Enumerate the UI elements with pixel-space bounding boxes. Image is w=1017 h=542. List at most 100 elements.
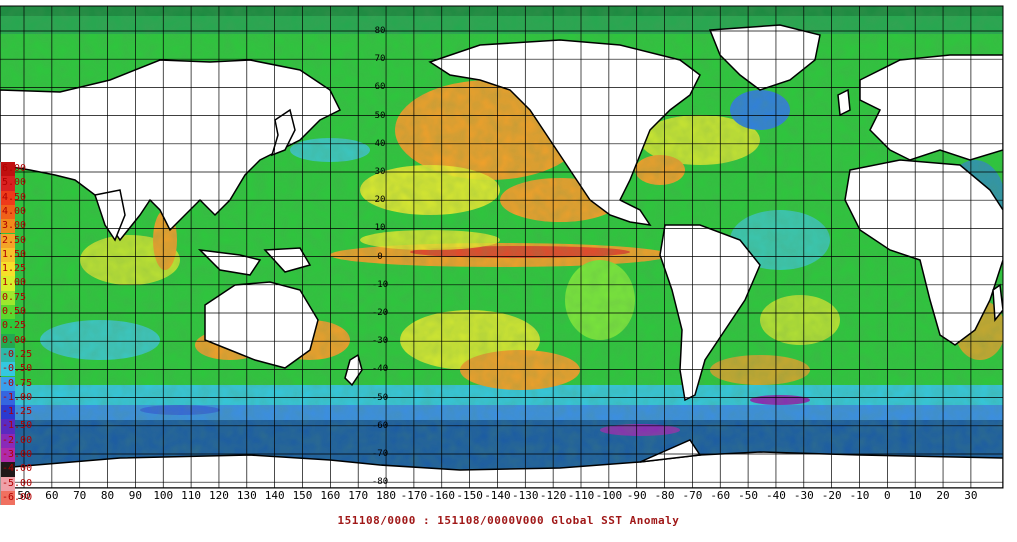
legend-swatch (0, 433, 15, 448)
lon-tick-label: -170 (400, 489, 428, 502)
lon-tick-label: -100 (595, 489, 623, 502)
lat-tick-label: -40 (371, 364, 389, 375)
lat-tick-label: -50 (371, 392, 389, 403)
madagascar (992, 283, 1003, 322)
legend-label: 0.00 (2, 334, 27, 346)
lon-tick-label: -80 (654, 489, 675, 502)
legend-swatch (0, 376, 15, 391)
australia (204, 281, 319, 369)
lon-tick-label: -40 (766, 489, 786, 502)
land (0, 24, 1003, 488)
africa (844, 159, 1003, 346)
lat-tick-label: 10 (374, 223, 386, 234)
lat-tick-label: 40 (374, 138, 386, 149)
legend-swatch (0, 233, 15, 248)
lon-tick-label: 80 (100, 489, 115, 502)
legend-swatch (0, 419, 15, 434)
lon-tick-label: -90 (626, 489, 647, 502)
lon-tick-label: 110 (181, 489, 202, 502)
legend-label: -1.00 (2, 391, 33, 403)
legend-swatch (0, 405, 15, 420)
legend-label: 1.00 (2, 277, 27, 289)
legend-swatch (0, 262, 15, 277)
legend-label: -0.50 (2, 363, 33, 375)
north-america (428, 39, 701, 226)
legend-label: 1.25 (2, 263, 27, 275)
legend-label: 5.00 (2, 177, 27, 189)
legend-label: 1.50 (2, 248, 27, 260)
legend-label: -2.00 (2, 434, 33, 446)
lat-tick-label: 50 (374, 110, 386, 121)
legend-swatch (0, 319, 15, 334)
lon-tick-label: 150 (292, 489, 313, 502)
legend-swatch (0, 290, 15, 305)
south-america (659, 224, 761, 402)
lon-tick-label: 50 (17, 489, 31, 502)
lon-tick-label: 120 (209, 489, 229, 502)
lon-tick-label: 90 (128, 489, 143, 502)
lon-tick-label: -20 (821, 489, 842, 502)
legend-label: -0.25 (2, 348, 33, 360)
lon-tick-label: 130 (236, 489, 257, 502)
legend-label: 2.50 (2, 234, 27, 246)
lon-tick-label: 100 (153, 489, 174, 502)
lon-tick-label: -120 (539, 489, 567, 502)
lon-tick-label: -160 (428, 489, 456, 502)
legend-label: 3.00 (2, 220, 27, 232)
lat-lon-grid (0, 6, 1003, 488)
lon-tick-label: -60 (710, 489, 731, 502)
lon-tick-label: 140 (264, 489, 285, 502)
lon-tick-label: 0 (884, 489, 891, 502)
map-border (0, 5, 1004, 489)
legend-label: 0.75 (2, 291, 27, 303)
legend-label: 0.50 (2, 306, 27, 317)
lon-tick-label: 20 (936, 489, 950, 502)
lon-tick-label: -70 (682, 489, 703, 502)
legend-swatch (0, 276, 15, 291)
uk (837, 88, 851, 117)
legend-label: 4.50 (2, 191, 27, 203)
legend-swatch (0, 362, 15, 377)
legend-label: -1.50 (2, 420, 33, 432)
asia-landmass (0, 59, 342, 242)
lon-tick-label: -110 (567, 489, 595, 502)
lat-tick-label: -10 (371, 279, 389, 290)
lon-tick-label: 30 (964, 489, 978, 502)
lat-tick-label: -70 (371, 449, 389, 459)
europe (859, 54, 1003, 161)
lon-tick-label: -130 (512, 489, 539, 502)
lon-tick-label: 10 (908, 489, 922, 502)
legend-label: -6.00 (2, 491, 33, 503)
lon-tick-label: -30 (793, 489, 814, 502)
legend-label: -5.00 (2, 477, 33, 489)
map-caption: 151108/0000 : 151108/0000V000 Global SST… (337, 514, 680, 527)
legend-swatch (0, 448, 15, 463)
legend-label: -1.25 (2, 406, 33, 418)
greenland (708, 24, 821, 91)
legend-swatch (0, 390, 15, 406)
legend-swatch (0, 347, 15, 363)
legend-swatch (0, 462, 15, 477)
lat-tick-label: 30 (374, 167, 386, 177)
new-guinea (263, 247, 312, 273)
lat-tick-label: 70 (374, 54, 386, 65)
legend-label: 0.25 (2, 320, 27, 332)
ocean-field (0, 6, 1003, 488)
legend-swatch (0, 204, 15, 220)
lon-tick-label: -140 (484, 489, 511, 502)
lat-tick-label: 0 (377, 251, 383, 262)
legend-swatch (0, 476, 15, 491)
lat-tick-label: 60 (374, 82, 386, 93)
legend-label: 6.00 (2, 163, 27, 174)
legend-label: -0.75 (2, 377, 33, 389)
legend-label: 4.00 (2, 205, 27, 217)
lat-tick-label: 80 (374, 26, 386, 36)
lat-tick-label: -80 (371, 477, 389, 488)
lat-tick-label: -30 (371, 336, 389, 347)
legend-swatch (0, 162, 15, 177)
lon-tick-label: 160 (320, 489, 341, 502)
lon-tick-label: 60 (45, 489, 59, 502)
legend-swatch (0, 190, 15, 205)
